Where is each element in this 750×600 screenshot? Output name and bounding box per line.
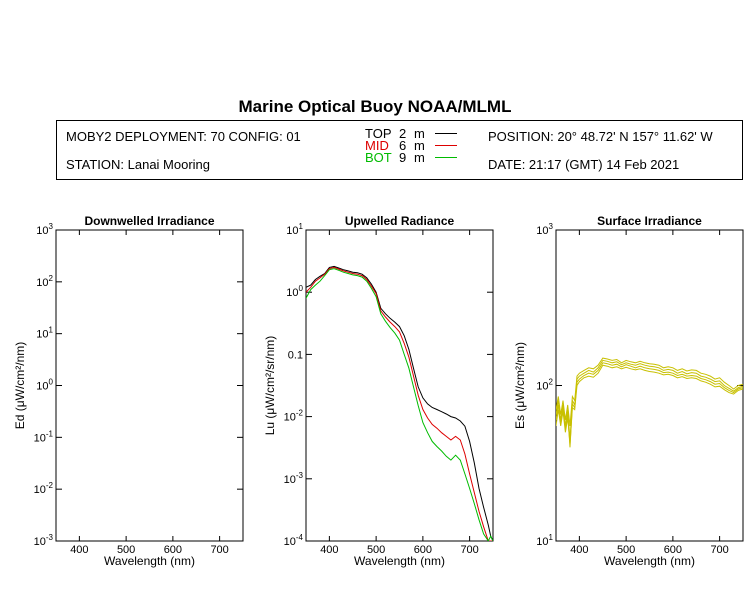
y-axis-label-1: Ed (μW/cm²/nm) <box>13 342 27 430</box>
series-line-3-2 <box>556 359 743 440</box>
y-tick-label: 102 <box>536 378 553 393</box>
plot-frame-1 <box>55 229 244 542</box>
legend-mid-line <box>435 145 457 146</box>
y-tick-label: 103 <box>536 222 553 237</box>
legend-mid-unit: m <box>414 138 425 153</box>
series-line-3-4 <box>556 364 743 445</box>
y-axis-label-3: Es (μW/cm²/nm) <box>513 342 527 429</box>
legend-bot-label: BOT <box>365 150 392 165</box>
y-axis-label-2: Lu (μW/cm²/sr/nm) <box>263 336 277 436</box>
page-title: Marine Optical Buoy NOAA/MLML <box>238 97 512 116</box>
deployment-text: MOBY2 DEPLOYMENT: 70 CONFIG: 01 <box>66 129 301 144</box>
x-axis-label-2: Wavelength (nm) <box>354 554 445 568</box>
y-tick-label: 10-2 <box>284 409 304 424</box>
y-tick-label: 0.1 <box>288 349 303 361</box>
plot-frame-3 <box>555 229 744 542</box>
series-line-3-3 <box>556 362 743 448</box>
x-tick-label: 700 <box>460 544 478 556</box>
series-line-2-2 <box>306 266 493 541</box>
series-line-2-1 <box>306 265 493 541</box>
x-tick-label: 400 <box>320 544 338 556</box>
y-tick-label: 10-3 <box>34 533 54 548</box>
y-tick-label: 10-3 <box>284 471 304 486</box>
y-tick-label: 100 <box>286 284 303 299</box>
date-text: DATE: 21:17 (GMT) 14 Feb 2021 <box>488 157 680 172</box>
info-panel: MOBY2 DEPLOYMENT: 70 CONFIG: 01 STATION:… <box>56 120 743 180</box>
y-tick-label: 10-4 <box>284 533 304 548</box>
x-axis-label-1: Wavelength (nm) <box>104 554 195 568</box>
y-tick-label: 100 <box>36 378 53 393</box>
legend-top-unit: m <box>414 126 425 141</box>
y-tick-label: 101 <box>286 222 303 237</box>
plot-frame-2 <box>305 229 494 542</box>
legend-bot-depth: 9 <box>399 150 407 165</box>
series-line-3-1 <box>556 357 743 426</box>
chart-title-2: Upwelled Radiance <box>345 214 455 228</box>
x-tick-label: 600 <box>164 544 182 556</box>
y-tick-label: 10-2 <box>34 481 54 496</box>
legend-top-line <box>435 133 457 134</box>
x-tick-label: 400 <box>570 544 588 556</box>
x-tick-label: 500 <box>117 544 135 556</box>
x-tick-label: 700 <box>210 544 228 556</box>
x-tick-label: 400 <box>70 544 88 556</box>
legend-mid-depth: 6 <box>399 138 407 153</box>
position-text: POSITION: 20° 48.72' N 157° 11.62' W <box>488 129 713 144</box>
legend-top-depth: 2 <box>399 126 407 141</box>
legend-bot-line <box>435 157 457 158</box>
series-line-2-3 <box>306 268 493 541</box>
legend-mid-label: MID <box>365 138 389 153</box>
x-tick-label: 500 <box>367 544 385 556</box>
y-tick-label: 102 <box>36 274 53 289</box>
chart-title-3: Surface Irradiance <box>597 214 702 228</box>
x-tick-label: 600 <box>414 544 432 556</box>
y-tick-label: 101 <box>36 326 53 341</box>
x-tick-label: 700 <box>710 544 728 556</box>
y-tick-label: 101 <box>536 533 553 548</box>
station-text: STATION: Lanai Mooring <box>66 157 211 172</box>
y-tick-label: 103 <box>36 222 53 237</box>
x-tick-label: 500 <box>617 544 635 556</box>
x-tick-label: 600 <box>664 544 682 556</box>
x-axis-label-3: Wavelength (nm) <box>604 554 695 568</box>
legend-top-label: TOP <box>365 126 392 141</box>
legend-bot-unit: m <box>414 150 425 165</box>
chart-title-1: Downwelled Irradiance <box>84 214 214 228</box>
y-tick-label: 10-1 <box>34 429 54 444</box>
